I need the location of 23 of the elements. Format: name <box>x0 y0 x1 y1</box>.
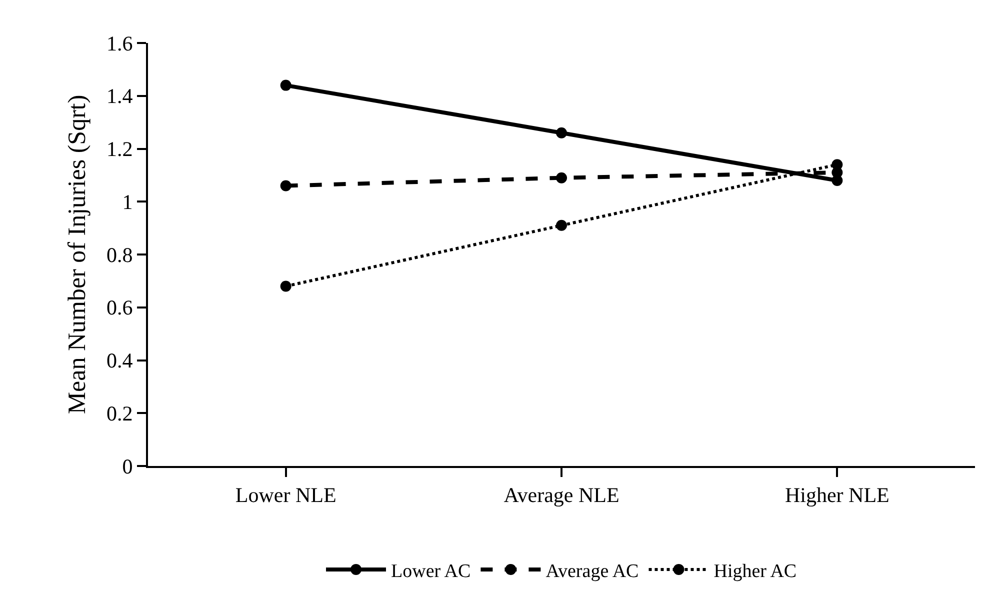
y-tick-label: 0 <box>122 454 133 478</box>
point <box>832 159 843 170</box>
point <box>280 280 292 292</box>
y-tick-label: 0.2 <box>106 401 133 426</box>
point <box>280 80 292 91</box>
x-tick-label: Average NLE <box>504 483 620 508</box>
point <box>556 172 567 184</box>
legend-label: Average AC <box>546 560 639 582</box>
x-tick-label: Higher NLE <box>784 483 890 508</box>
x-tick-label: Lower NLE <box>235 483 336 508</box>
y-tick-label: 1 <box>122 190 133 214</box>
point <box>280 180 292 192</box>
y-tick-label: 0.6 <box>106 296 133 320</box>
point <box>556 220 567 231</box>
legend-label: Higher AC <box>714 560 797 582</box>
y-tick-label: 1.4 <box>106 84 134 108</box>
y-tick-label: 1.6 <box>106 31 133 56</box>
legend-label: Lower AC <box>391 560 471 582</box>
y-axis-title: Mean Number of Injuries (Sqrt) <box>64 94 91 414</box>
y-tick-label: 1.2 <box>106 137 133 162</box>
y-tick-label: 0.4 <box>106 348 134 373</box>
point <box>556 127 567 138</box>
y-tick-label: 0.8 <box>106 242 133 267</box>
